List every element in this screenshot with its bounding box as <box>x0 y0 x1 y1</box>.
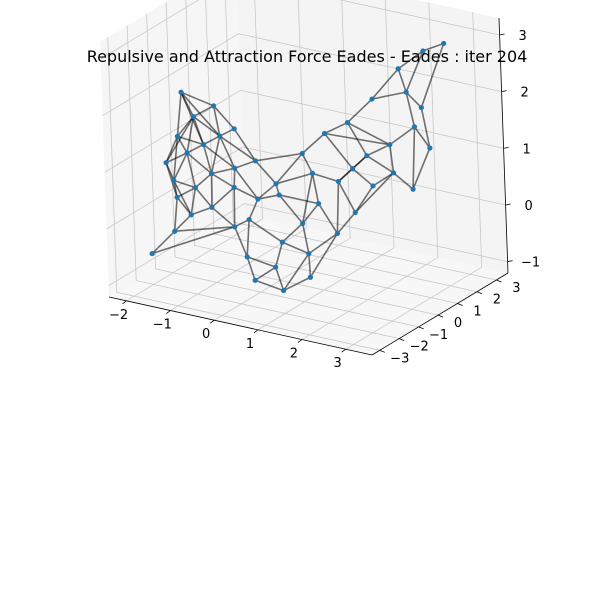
graph-node <box>255 196 260 201</box>
chart-title: Repulsive and Attraction Force Eades - E… <box>0 47 600 66</box>
x-tick <box>254 330 258 333</box>
y-tick-label: −1 <box>429 328 448 343</box>
z-tick <box>500 34 505 35</box>
graph-edge <box>234 168 235 187</box>
graph-edge <box>337 182 338 234</box>
graph-node <box>232 166 237 171</box>
x-tick <box>298 340 302 343</box>
z-tick-label: 0 <box>524 199 532 214</box>
z-tick-label: −1 <box>521 256 540 271</box>
graph-node <box>419 105 424 110</box>
z-tick-label: 2 <box>520 86 528 101</box>
graph-node <box>370 183 375 188</box>
graph-edge <box>234 187 235 226</box>
graph-node <box>253 278 258 283</box>
graph-node <box>364 153 369 158</box>
graph-node <box>300 151 305 156</box>
graph-node <box>217 133 222 138</box>
graph-node <box>245 254 250 259</box>
graph-node <box>308 275 313 280</box>
graph-node <box>277 192 282 197</box>
y-tick <box>399 339 404 341</box>
graph-node <box>209 171 214 176</box>
z-tick <box>508 261 513 262</box>
y-tick <box>380 350 385 352</box>
y-tick-label: −2 <box>410 340 429 355</box>
graph-node <box>281 288 286 293</box>
graph-node <box>322 131 327 136</box>
graph-node <box>191 114 196 119</box>
graph-node <box>273 265 278 270</box>
graph-node <box>150 251 155 256</box>
graph-node <box>175 195 180 200</box>
graph-node <box>336 179 341 184</box>
z-tick <box>506 204 511 205</box>
graph-node <box>306 251 311 256</box>
y-tick <box>496 280 501 282</box>
graph-node <box>211 103 216 108</box>
graph-node <box>391 170 396 175</box>
graph-node <box>273 181 278 186</box>
graph-node <box>232 185 237 190</box>
y-tick-label: 3 <box>512 281 520 296</box>
graph-node <box>387 142 392 147</box>
graph-node <box>253 158 258 163</box>
graph-node <box>193 185 198 190</box>
y-tick <box>419 327 424 329</box>
y-tick <box>477 292 482 294</box>
graph-node <box>316 201 321 206</box>
graph-node <box>412 124 417 129</box>
z-tick <box>504 147 509 148</box>
graph-node <box>184 150 189 155</box>
x-tick-label: 0 <box>202 327 210 342</box>
graph-node <box>189 212 194 217</box>
y-tick-label: −3 <box>390 351 409 366</box>
graph-node <box>171 178 176 183</box>
graph-node <box>175 134 180 139</box>
x-tick-label: 1 <box>246 337 254 352</box>
graph-node <box>247 217 252 222</box>
z-tick-label: 3 <box>518 29 526 44</box>
x-tick-label: −1 <box>153 318 172 333</box>
graph-node <box>178 90 183 95</box>
graph-node <box>427 145 432 150</box>
y-tick <box>457 303 462 305</box>
x-tick <box>342 349 346 352</box>
graph-node <box>209 205 214 210</box>
graph-node <box>335 231 340 236</box>
x-tick-label: −2 <box>109 308 128 323</box>
x-tick-label: 2 <box>290 347 298 362</box>
graph-node <box>350 166 355 171</box>
graph-node <box>300 221 305 226</box>
graph-node <box>410 187 415 192</box>
graph-node <box>232 224 237 229</box>
x-tick <box>210 320 214 323</box>
z-tick-label: 1 <box>522 142 530 157</box>
graph-node <box>369 96 374 101</box>
graph-node <box>404 90 409 95</box>
graph-node <box>232 126 237 131</box>
graph-node <box>353 210 358 215</box>
y-tick-label: 1 <box>473 304 481 319</box>
graph-node <box>396 66 401 71</box>
graph-node <box>310 171 315 176</box>
graph-node <box>345 120 350 125</box>
x-tick <box>166 311 170 314</box>
x-tick <box>123 301 127 304</box>
y-tick-label: 2 <box>493 293 501 308</box>
graph-node <box>441 41 446 46</box>
y-tick <box>438 315 443 317</box>
graph-node <box>172 229 177 234</box>
x-tick-label: 3 <box>334 356 342 371</box>
y-tick-label: 0 <box>454 316 462 331</box>
graph-node <box>163 160 168 165</box>
graph-node <box>280 240 285 245</box>
graph-node <box>201 142 206 147</box>
z-tick <box>502 91 507 92</box>
